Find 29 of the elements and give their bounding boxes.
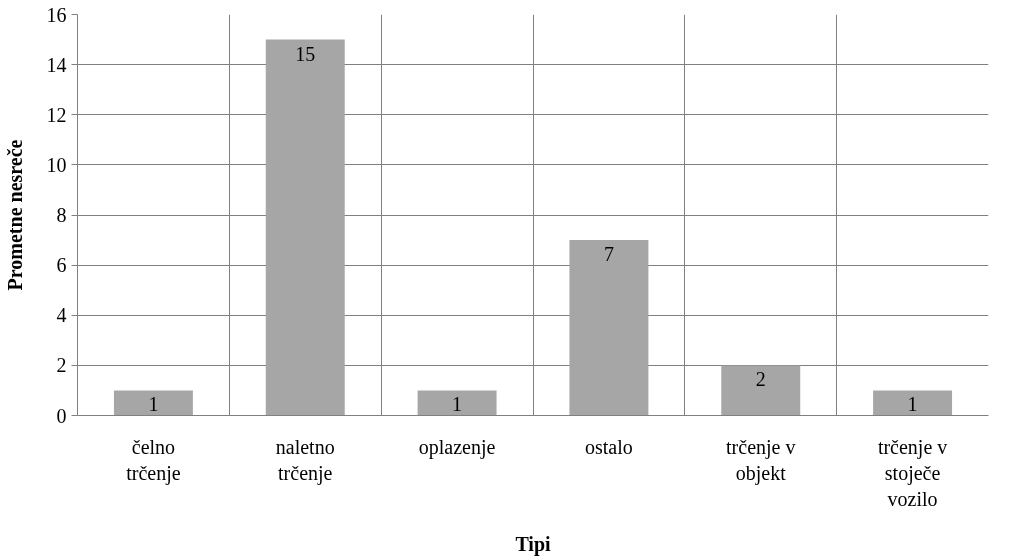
y-tick-label: 16 xyxy=(46,3,67,26)
y-tick-label: 6 xyxy=(56,254,67,277)
x-tick-label: oplazenje xyxy=(418,435,496,459)
bar xyxy=(721,365,801,416)
y-tick-label: 10 xyxy=(46,153,67,176)
bar xyxy=(569,240,649,416)
data-label: 1 xyxy=(452,393,463,416)
y-axis-title: Prometne nesreče xyxy=(3,139,26,291)
x-tick-label: trčenje v stoječe vozilo xyxy=(877,435,948,511)
data-label: 15 xyxy=(295,42,316,65)
y-tick-label: 2 xyxy=(56,354,67,377)
y-tick-label: 0 xyxy=(56,404,67,427)
bar xyxy=(113,390,193,416)
y-tick-label: 14 xyxy=(46,53,67,76)
x-tick-label: trčenje v objekt xyxy=(726,435,796,485)
x-tick-label: naletno trčenje xyxy=(275,435,335,485)
y-tick-label: 4 xyxy=(56,304,67,327)
data-label: 2 xyxy=(755,368,766,391)
x-tick-label: čelno trčenje xyxy=(126,435,181,485)
bar xyxy=(417,390,497,416)
data-label: 7 xyxy=(603,243,614,266)
y-tick-label: 8 xyxy=(56,204,67,226)
bar xyxy=(873,390,953,416)
data-label: 1 xyxy=(907,393,918,416)
data-label: 1 xyxy=(148,393,159,416)
x-tick-label: ostalo xyxy=(585,435,633,458)
x-axis-title: Tipi xyxy=(515,533,552,557)
y-tick-label: 12 xyxy=(46,103,67,126)
bar xyxy=(265,39,345,416)
